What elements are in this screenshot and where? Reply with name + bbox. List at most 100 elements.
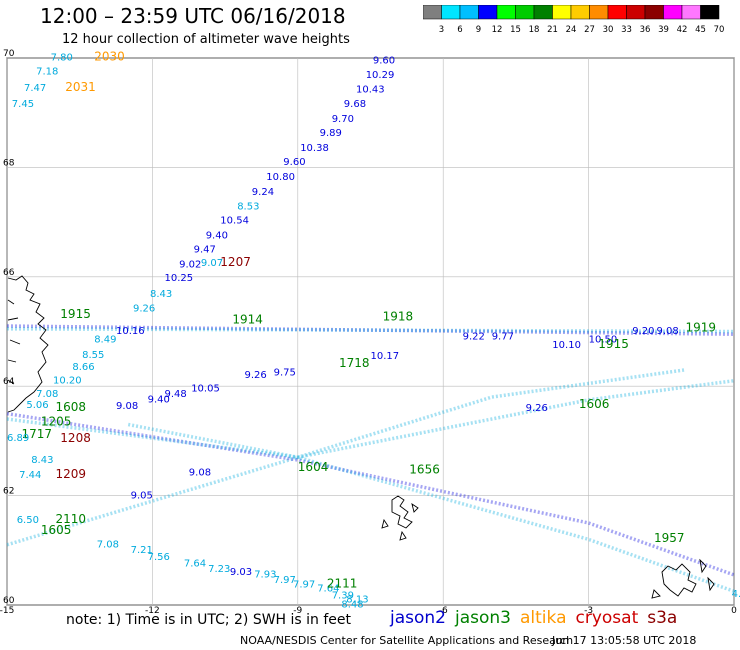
wave-height-label: 10.25 <box>165 273 194 284</box>
generation-timestamp: Jun 17 13:05:58 UTC 2018 <box>552 634 697 647</box>
wave-height-label: 9.89 <box>320 128 342 139</box>
latitude-tick-label: 64 <box>3 377 15 387</box>
latitude-tick-label: 70 <box>3 49 15 59</box>
longitude-tick-label: -9 <box>293 606 302 616</box>
wave-height-label: 9.75 <box>274 367 296 378</box>
pass-time-label: 1919 <box>686 321 717 335</box>
ground-tracks <box>6 324 735 593</box>
wave-height-label: 8.43 <box>150 289 172 300</box>
shetland-islands <box>651 558 715 599</box>
satellite-track <box>6 324 735 336</box>
colorbar-label: 3 <box>439 25 444 35</box>
wave-height-label: 9.26 <box>526 403 548 414</box>
legend-item-jason2: jason2 <box>390 608 446 628</box>
pass-time-label: 1914 <box>232 312 263 326</box>
wave-height-label: 6.89 <box>7 433 29 444</box>
wave-height-label: 10.10 <box>552 340 581 351</box>
wave-height-label: 9.24 <box>252 187 274 198</box>
wave-height-label: 10.50 <box>589 334 618 345</box>
wave-height-label: 7.97 <box>274 575 296 586</box>
chart-title: 12:00 – 23:59 UTC 06/16/2018 <box>40 4 346 28</box>
wave-height-label: 9.20 <box>632 326 654 337</box>
faroe-islands <box>381 495 419 541</box>
wave-height-label: 10.17 <box>371 351 400 362</box>
pass-time-label: 2111 <box>327 577 358 591</box>
pass-time-label: 2030 <box>94 50 125 64</box>
colorbar-label: 12 <box>492 25 503 35</box>
colorbar-label: 18 <box>529 25 540 35</box>
pass-time-label: 2110 <box>56 512 87 526</box>
legend-item-cryosat: cryosat <box>575 608 639 628</box>
wave-height-label: 8.48 <box>341 600 363 611</box>
pass-time-label: 1957 <box>654 531 685 545</box>
longitude-tick-label: 0 <box>731 606 737 616</box>
wave-height-label: 7.80 <box>51 53 73 64</box>
colorbar-label: 39 <box>658 25 669 35</box>
colorbar-label: 27 <box>584 25 595 35</box>
wave-height-label: 9.05 <box>131 490 153 501</box>
wave-height-label: 8.55 <box>82 350 104 361</box>
wave-height-label: 10.43 <box>356 85 385 96</box>
satellite-track <box>127 368 686 460</box>
chart-subtitle: 12 hour collection of altimeter wave hei… <box>62 32 350 47</box>
graticule <box>6 57 735 606</box>
wave-height-label: 8.53 <box>237 202 259 213</box>
wave-height-label: 9.60 <box>373 56 395 67</box>
wave-height-label: 7.08 <box>36 389 58 400</box>
colorbar-label: 30 <box>603 25 614 35</box>
wave-height-label: 7.39 <box>332 590 354 601</box>
colorbar-label: 6 <box>457 25 462 35</box>
pass-time-label: 1208 <box>60 431 91 445</box>
wave-height-label: 7.93 <box>254 570 276 581</box>
pass-time-label: 1718 <box>339 356 370 370</box>
colorbar-label: 9 <box>476 25 481 35</box>
satellite-track <box>6 327 735 334</box>
wave-height-label: 9.70 <box>332 114 354 125</box>
wave-height-label: 7.21 <box>131 545 153 556</box>
colorbar-label: 45 <box>695 25 706 35</box>
longitude-tick-label: -6 <box>439 606 448 616</box>
wave-height-label: 8.66 <box>72 362 94 373</box>
wave-height-label: 10.38 <box>300 143 329 154</box>
legend-item-altika: altika <box>520 608 567 628</box>
pass-time-label: 1207 <box>220 255 251 269</box>
footnote: note: 1) Time is in UTC; 2) SWH is in fe… <box>66 612 352 628</box>
legend-item-s3a: s3a <box>647 608 678 628</box>
satellite-track <box>6 417 735 593</box>
latitude-tick-label: 62 <box>3 487 14 497</box>
wave-height-label: 10.16 <box>116 326 145 337</box>
satellite-track <box>6 411 735 577</box>
pass-time-label: 1605 <box>41 523 72 537</box>
satellite-track <box>6 378 735 547</box>
pass-time-label: 1209 <box>56 467 87 481</box>
colorbar-swatch <box>700 5 720 20</box>
wave-height-label: 7.08 <box>97 540 119 551</box>
wave-height-label: 5.06 <box>26 400 48 411</box>
iceland-coastline <box>7 275 49 413</box>
wave-height-label: 9.40 <box>148 395 170 406</box>
pass-time-label: 1656 <box>409 463 440 477</box>
wave-height-label: 7.23 <box>208 564 230 575</box>
latitude-tick-label: 68 <box>3 158 15 168</box>
wave-height-label: 10.05 <box>191 384 220 395</box>
wave-height-label: 9.68 <box>344 99 366 110</box>
pass-time-label: 1608 <box>56 400 87 414</box>
colorbar-label: 15 <box>510 25 521 35</box>
pass-time-label: 1717 <box>22 427 53 441</box>
wave-height-label: 9.77 <box>492 332 514 343</box>
wave-height-label: 7.47 <box>24 83 46 94</box>
pass-time-label: 1604 <box>298 460 329 474</box>
wave-height-label: 9.08 <box>189 467 211 478</box>
wave-height-label: 8.49 <box>94 334 116 345</box>
wave-height-label: 10.54 <box>220 216 249 227</box>
wave-height-label: 9.26 <box>245 370 267 381</box>
pass-time-label: 1205 <box>41 415 72 429</box>
wave-height-label: 9.26 <box>133 303 155 314</box>
pass-time-label: 1915 <box>60 307 91 321</box>
pass-time-label: 1606 <box>579 397 610 411</box>
wave-height-labels: 7.80 2030 7.18 7.47 2031 7.45 9.60 10.29 10.43 9.… <box>7 50 740 611</box>
wave-height-label: 9.47 <box>194 245 216 256</box>
wave-height-label: 7.18 <box>36 66 58 77</box>
wave-height-label: 8.13 <box>346 594 368 605</box>
wave-height-label: 9.48 <box>165 389 187 400</box>
